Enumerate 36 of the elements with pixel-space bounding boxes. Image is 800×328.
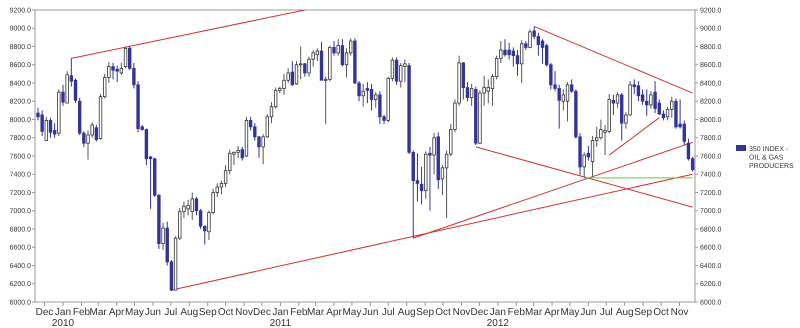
x-tick-label: Nov: [452, 307, 470, 318]
x-tick-label: Mar: [524, 307, 543, 318]
x-tick-label: Jul: [600, 307, 613, 318]
x-tick-label: Nov: [235, 307, 253, 318]
x-tick-label: Dec: [36, 307, 54, 318]
x-tick-label: Jul: [164, 307, 178, 318]
x-tick-label: Feb: [290, 307, 308, 318]
x-tick-label: Dec: [253, 307, 271, 318]
x-tick-label: Oct: [435, 307, 452, 318]
x-tick-label: Dec: [470, 307, 488, 318]
x-tick-label: May: [342, 307, 362, 318]
x-tick-label: Jul: [382, 307, 395, 318]
x-tick-label: Sep: [416, 307, 434, 318]
x-tick-label: May: [560, 307, 580, 318]
x-tick-label: Nov: [670, 307, 688, 318]
x-tick-label: Feb: [508, 307, 526, 318]
x-tick-label: Oct: [218, 307, 234, 318]
x-tick-label: Aug: [398, 307, 416, 318]
x-tick-label: Jun: [362, 307, 378, 318]
x-tick-label: Mar: [306, 307, 325, 318]
x-tick-label: Apr: [326, 307, 342, 318]
x-tick-label: Jun: [580, 307, 596, 318]
x-tick-label: Aug: [180, 307, 198, 318]
x-tick-label: Oct: [653, 307, 670, 318]
x-tick-label: Sep: [634, 307, 653, 318]
x-tick-label: Aug: [616, 307, 634, 318]
x-tick-label: Apr: [108, 307, 126, 318]
x-tick-label: Feb: [72, 307, 91, 318]
x-tick-label: Jan 2012: [486, 307, 510, 328]
x-tick-label: Jan 2010: [52, 307, 75, 328]
x-tick-label: Sep: [198, 307, 218, 318]
x-tick-label: May: [125, 307, 144, 318]
x-tick-label: Apr: [544, 307, 560, 318]
x-tick-label: Mar: [90, 307, 108, 318]
x-tick-label: Jun: [144, 307, 162, 318]
x-tick-label: Jan 2011: [270, 307, 292, 328]
